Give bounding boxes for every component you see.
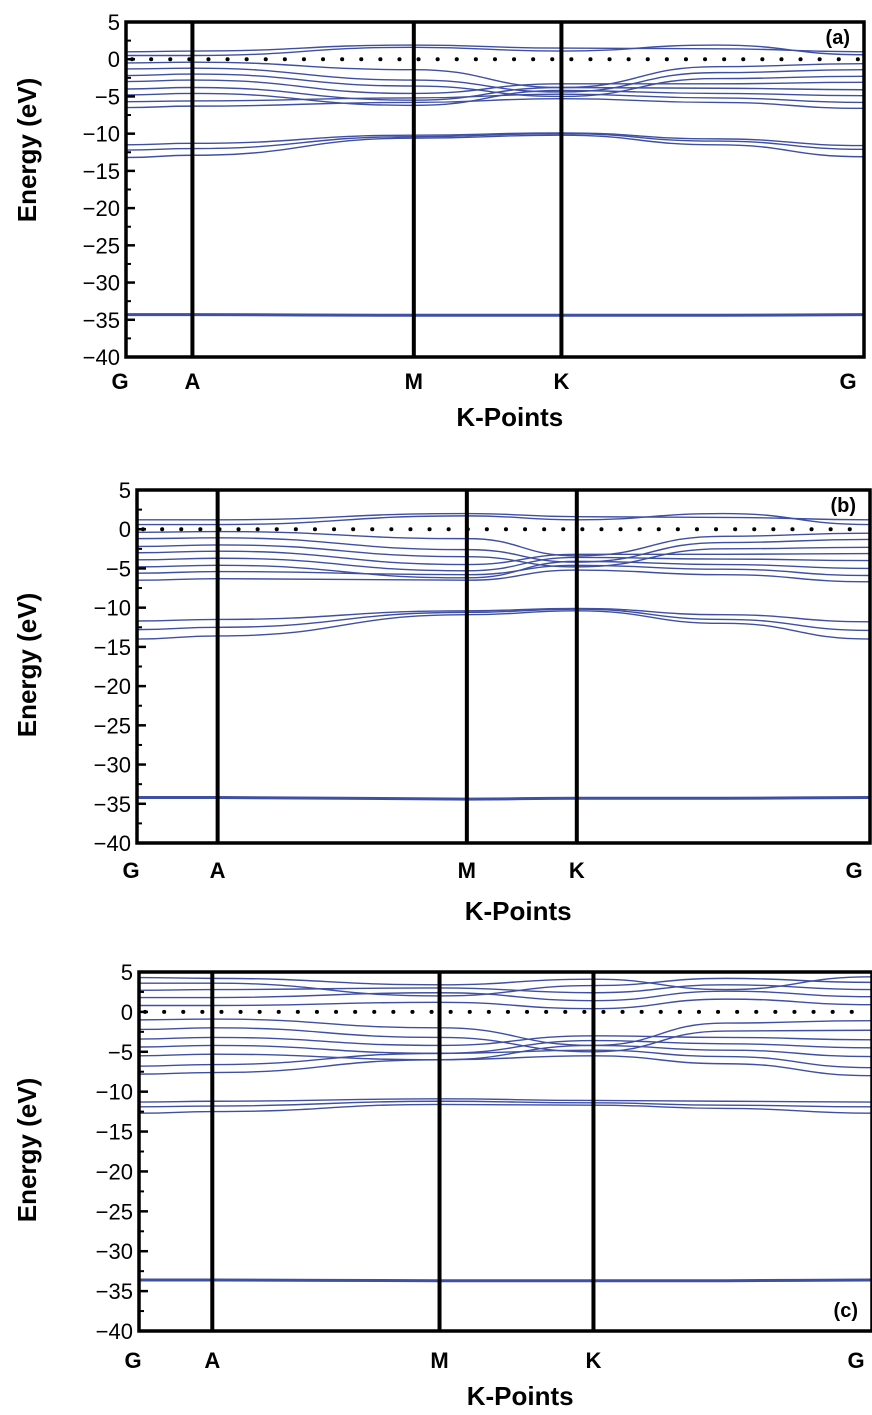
band-line: [126, 132, 864, 151]
band-line: [139, 1039, 872, 1055]
y-tick-label: −35: [94, 792, 131, 817]
y-tick-label: −25: [94, 713, 131, 738]
band-line: [126, 44, 864, 53]
band-line: [139, 1278, 872, 1283]
band-line: [126, 132, 864, 147]
band-line: [139, 990, 872, 1002]
band-line: [126, 89, 864, 107]
band-line: [139, 976, 872, 991]
kpoint-label: K: [569, 858, 585, 883]
band-line: [126, 67, 864, 93]
panel-a: 50−5−10−15−20−25−30−35−40G A M K GK-PointsEn…: [12, 10, 866, 432]
kpoint-label: G: [124, 1348, 141, 1373]
y-tick-label: −5: [108, 1040, 133, 1065]
band-line: [139, 1018, 872, 1047]
y-tick-label: −40: [83, 345, 120, 370]
panel-b: 50−5−10−15−20−25−30−35−40G A M K GK-PointsEn…: [12, 478, 872, 926]
y-tick-label: 5: [121, 960, 133, 985]
y-tick-label: −20: [96, 1159, 133, 1184]
y-tick-label: −20: [94, 674, 131, 699]
band-line: [126, 313, 864, 317]
x-axis-title: K-Points: [456, 402, 563, 432]
y-tick-label: 5: [119, 478, 131, 503]
band-lines: [137, 512, 870, 801]
y-tick-label: −35: [96, 1279, 133, 1304]
panel-c: 5 0 −5 −10 −15 −20 −25 −30 −35 −40 G A M K G K-Points En…: [12, 960, 872, 1411]
band-line: [126, 61, 864, 89]
kpoint-label: M: [405, 369, 423, 394]
kpoint-label: M: [430, 1348, 448, 1373]
kpoint-label: G: [839, 369, 856, 394]
y-tick-label: 0: [119, 517, 131, 542]
y-axis-title: Energy (eV): [12, 1078, 42, 1223]
kpoint-label: A: [184, 369, 200, 394]
band-line: [139, 1027, 872, 1053]
y-tick-label: −25: [83, 233, 120, 258]
band-lines: [139, 976, 872, 1283]
y-tick-label: −30: [83, 271, 120, 296]
y-tick-label: −40: [96, 1319, 133, 1344]
y-tick-label: −10: [83, 122, 120, 147]
kpoint-label: G: [122, 858, 139, 883]
panel-label: (b): [830, 495, 856, 517]
y-tick-label: −10: [96, 1080, 133, 1105]
y-tick-label: −15: [94, 635, 131, 660]
band-line: [126, 44, 864, 57]
kpoint-label: M: [458, 858, 476, 883]
band-line: [139, 1044, 872, 1061]
kpoint-label: K: [553, 369, 569, 394]
y-tick-label: −30: [96, 1239, 133, 1264]
y-tick-label: 0: [108, 47, 120, 72]
y-axis-title: Energy (eV): [12, 593, 42, 738]
y-tick-label: −5: [95, 84, 120, 109]
band-line: [137, 512, 870, 526]
x-axis-title: K-Points: [467, 1381, 574, 1411]
band-line: [139, 1049, 872, 1069]
band-line: [139, 1100, 872, 1108]
band-line: [139, 1103, 872, 1114]
y-tick-label: 0: [121, 1000, 133, 1025]
band-line: [139, 1055, 872, 1077]
kpoint-label: A: [210, 858, 226, 883]
plot-frame: [137, 970, 872, 1333]
band-line: [126, 73, 864, 98]
kpoint-label: G: [847, 1348, 864, 1373]
y-tick-label: −30: [94, 753, 131, 778]
y-tick-label: −10: [94, 596, 131, 621]
kpoint-label: K: [586, 1348, 602, 1373]
y-tick-label: −40: [94, 831, 131, 856]
band-line: [139, 998, 872, 1010]
y-tick-label: −25: [96, 1199, 133, 1224]
panel-label: (c): [834, 1300, 858, 1322]
y-tick-label: −35: [83, 308, 120, 333]
y-tick-label: 5: [108, 10, 120, 35]
band-line: [137, 544, 870, 568]
band-line: [126, 134, 864, 159]
band-line: [126, 97, 864, 110]
band-line: [137, 607, 870, 623]
y-tick-label: −20: [83, 196, 120, 221]
panel-label: (a): [826, 27, 850, 49]
band-line: [126, 86, 864, 101]
band-line: [126, 79, 864, 95]
band-line: [139, 1035, 872, 1047]
y-tick-label: −5: [106, 556, 131, 581]
plot-frame: [135, 488, 872, 845]
kpoint-label: G: [111, 369, 128, 394]
y-axis-title: Energy (eV): [12, 78, 42, 223]
band-lines: [126, 44, 864, 317]
kpoint-label: A: [204, 1348, 220, 1373]
y-tick-label: −15: [83, 159, 120, 184]
band-line: [126, 93, 864, 104]
kpoint-label: G: [845, 858, 862, 883]
y-tick-label: −15: [96, 1120, 133, 1145]
band-line: [139, 1098, 872, 1103]
band-line: [137, 796, 870, 801]
band-line: [139, 977, 872, 997]
x-axis-title: K-Points: [465, 896, 572, 926]
